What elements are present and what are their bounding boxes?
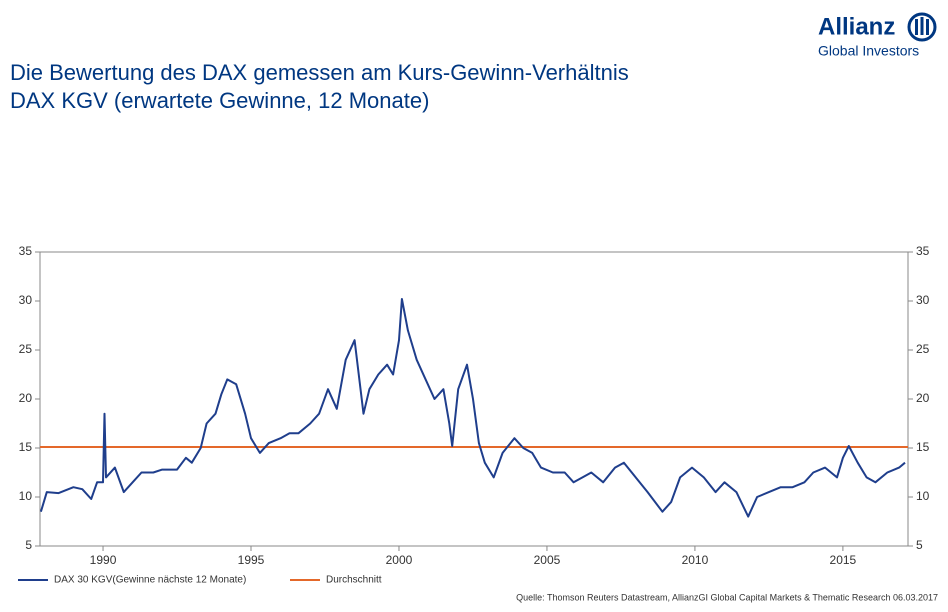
logo-bar	[926, 19, 929, 35]
y2-tick-label: 10	[916, 489, 930, 503]
y-tick-label: 10	[19, 489, 33, 503]
y2-tick-label: 35	[916, 244, 930, 258]
chart-title: Die Bewertung des DAX gemessen am Kurs-G…	[10, 60, 629, 85]
legend-label: DAX 30 KGV(Gewinne nächste 12 Monate)	[54, 575, 246, 586]
x-tick-label: 1995	[238, 553, 265, 567]
x-tick-label: 2000	[386, 553, 413, 567]
logo-bar	[920, 17, 924, 35]
y2-tick-label: 20	[916, 391, 930, 405]
brand-sub: Global Investors	[818, 43, 919, 59]
y2-tick-label: 5	[916, 538, 923, 552]
series-line	[39, 298, 906, 518]
y2-tick-label: 30	[916, 293, 930, 307]
x-tick-label: 2005	[534, 553, 561, 567]
y-tick-label: 35	[19, 244, 33, 258]
x-tick-label: 2015	[830, 553, 857, 567]
brand-name: Allianz	[818, 13, 895, 40]
logo-bar	[915, 19, 918, 35]
source: Quelle: Thomson Reuters Datastream, Alli…	[516, 592, 938, 602]
y2-tick-label: 15	[916, 440, 930, 454]
y-tick-label: 5	[25, 538, 32, 552]
y-tick-label: 25	[19, 342, 33, 356]
y2-tick-label: 25	[916, 342, 930, 356]
chart-subtitle: DAX KGV (erwartete Gewinne, 12 Monate)	[10, 88, 429, 113]
logo-ring	[907, 12, 937, 42]
y-tick-label: 30	[19, 293, 33, 307]
x-tick-label: 1990	[90, 553, 117, 567]
x-tick-label: 2010	[682, 553, 709, 567]
legend-label: Durchschnitt	[326, 575, 382, 586]
y-tick-label: 20	[19, 391, 33, 405]
y-tick-label: 15	[19, 440, 33, 454]
